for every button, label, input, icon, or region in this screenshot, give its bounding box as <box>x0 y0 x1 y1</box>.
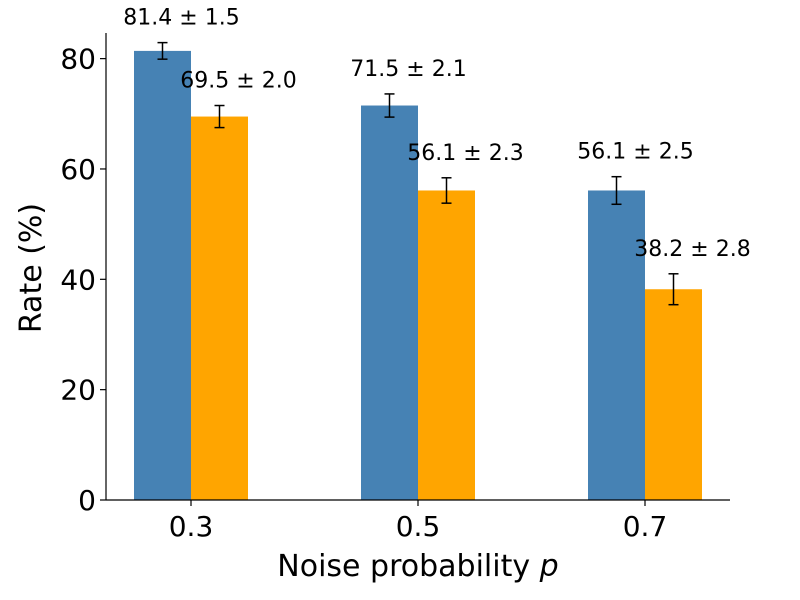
data-label-series2-0.7: 38.2 ± 2.8 <box>634 237 750 262</box>
y-tick-label: 60 <box>60 153 96 186</box>
error-bar-series2-0.7 <box>668 273 679 306</box>
x-tick-label: 0.7 <box>623 510 668 543</box>
data-label-series1-0.5: 71.5 ± 2.1 <box>350 57 466 82</box>
error-bar-series2-0.5 <box>441 177 452 204</box>
x-axis-title-text: Noise probability <box>277 549 530 584</box>
error-bar-series2-0.3 <box>214 104 225 129</box>
bar-series2-0.7 <box>645 289 702 500</box>
y-ticks-group: 0 20 40 60 80 <box>60 43 106 517</box>
error-bar-series1-0.3 <box>157 41 168 60</box>
bars-group <box>134 50 702 501</box>
x-axis-title: Noise probability p <box>277 549 558 584</box>
y-tick-label: 0 <box>78 484 96 517</box>
error-bar-series1-0.7 <box>611 175 622 206</box>
bar-series2-0.5 <box>418 190 475 500</box>
x-tick-label: 0.5 <box>396 510 441 543</box>
data-label-series2-0.5: 56.1 ± 2.3 <box>407 141 523 166</box>
data-label-series1-0.7: 56.1 ± 2.5 <box>577 140 693 165</box>
bar-series2-0.3 <box>191 116 248 500</box>
data-label-series2-0.3: 69.5 ± 2.0 <box>180 69 296 94</box>
y-tick-label: 20 <box>60 374 96 407</box>
data-label-series1-0.3: 81.4 ± 1.5 <box>123 6 239 31</box>
x-tick-label: 0.3 <box>169 510 214 543</box>
bar-series1-0.7 <box>588 190 645 500</box>
x-axis-title-variable: p <box>539 549 559 584</box>
bar-series1-0.3 <box>134 50 191 501</box>
y-axis-title: Rate (%) <box>14 203 49 333</box>
error-bars-group <box>157 41 679 306</box>
data-labels-group: 81.4 ± 1.5 71.5 ± 2.1 56.1 ± 2.5 69.5 ± 2.0… <box>123 6 750 262</box>
error-bar-series1-0.5 <box>384 93 395 118</box>
bar-series1-0.5 <box>361 105 418 500</box>
y-tick-label: 40 <box>60 263 96 296</box>
y-tick-label: 80 <box>60 43 96 76</box>
x-ticks-group: 0.3 0.5 0.7 <box>169 500 668 543</box>
